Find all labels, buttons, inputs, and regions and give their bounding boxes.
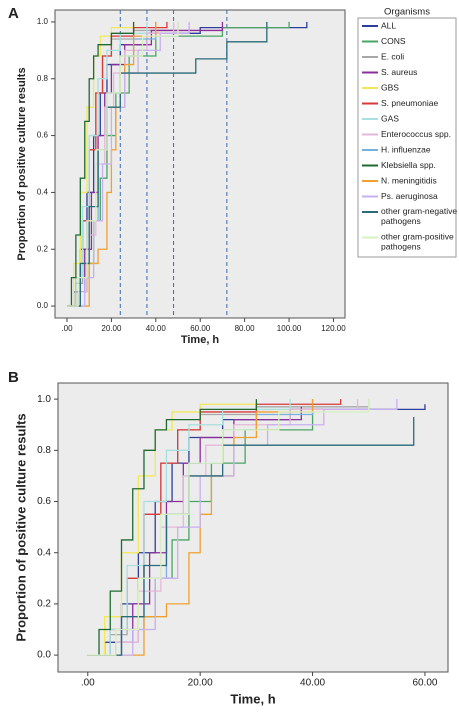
legend-label: N. meningitidis: [381, 175, 437, 185]
legend-label: S. pneumoniae: [381, 98, 438, 108]
legend-label: GAS: [381, 113, 399, 123]
y-tick-label: 1.0: [37, 394, 51, 405]
panel-label: B: [8, 369, 19, 386]
y-tick-label: 0.4: [37, 188, 49, 197]
plot-area: [57, 382, 449, 673]
plot-content: [87, 399, 426, 656]
y-tick-label: 0.0: [37, 650, 51, 661]
legend-label: Klebsiella spp.: [381, 160, 436, 170]
legend-label: other gram-negative pathogens: [381, 206, 459, 226]
x-tick-label: 80.00: [235, 324, 256, 333]
legend-box: [357, 17, 457, 258]
x-tick-label: 100.00: [277, 324, 302, 333]
x-tick-label: 60.00: [190, 324, 211, 333]
x-tick-label: 20.00: [101, 324, 122, 333]
y-axis-label: Proportion of positive culture results: [13, 413, 28, 641]
x-tick-label: .00: [81, 678, 95, 689]
step-line: [66, 21, 175, 307]
legend-label: H. influenzae: [381, 144, 431, 154]
step-line: [66, 21, 179, 307]
y-tick-label: 0.2: [37, 599, 51, 610]
step-line: [66, 21, 135, 307]
step-line: [87, 399, 370, 656]
panel-label: A: [8, 5, 19, 22]
y-tick-label: 1.0: [37, 17, 49, 26]
legend-label: S. aureus: [381, 67, 417, 77]
legend-label: other gram-positive pathogens: [381, 232, 456, 252]
y-tick-label: 0.8: [37, 74, 49, 83]
step-line: [87, 399, 359, 656]
legend-label: ALL: [381, 20, 396, 30]
legend-label: GBS: [381, 82, 399, 92]
y-tick-label: 0.6: [37, 496, 51, 507]
y-axis-label: Proportion of positive culture results: [16, 67, 28, 260]
x-tick-label: 40.00: [146, 324, 167, 333]
y-tick-label: 0.0: [37, 301, 49, 310]
x-tick-label: 20.00: [188, 678, 213, 689]
x-tick-label: 120.00: [321, 324, 346, 333]
y-tick-label: 0.2: [37, 244, 49, 253]
step-line: [87, 399, 258, 656]
y-tick-label: 0.4: [37, 547, 51, 558]
x-tick-label: 40.00: [300, 678, 325, 689]
x-tick-label: 60.00: [412, 678, 437, 689]
legend-label: CONS: [381, 36, 406, 46]
x-axis-label: Time, h: [230, 691, 275, 706]
legend-label: E. coli: [381, 51, 404, 61]
x-tick-label: .00: [61, 324, 73, 333]
y-tick-label: 0.6: [37, 131, 49, 140]
plot-content: [66, 10, 308, 318]
legend-label: Ps. aeruginosa: [381, 191, 438, 201]
y-tick-label: 0.8: [37, 445, 51, 456]
legend-title: Organisms: [384, 7, 430, 18]
legend-label: Enterococcus spp.: [381, 129, 451, 139]
x-axis-label: Time, h: [181, 334, 220, 346]
